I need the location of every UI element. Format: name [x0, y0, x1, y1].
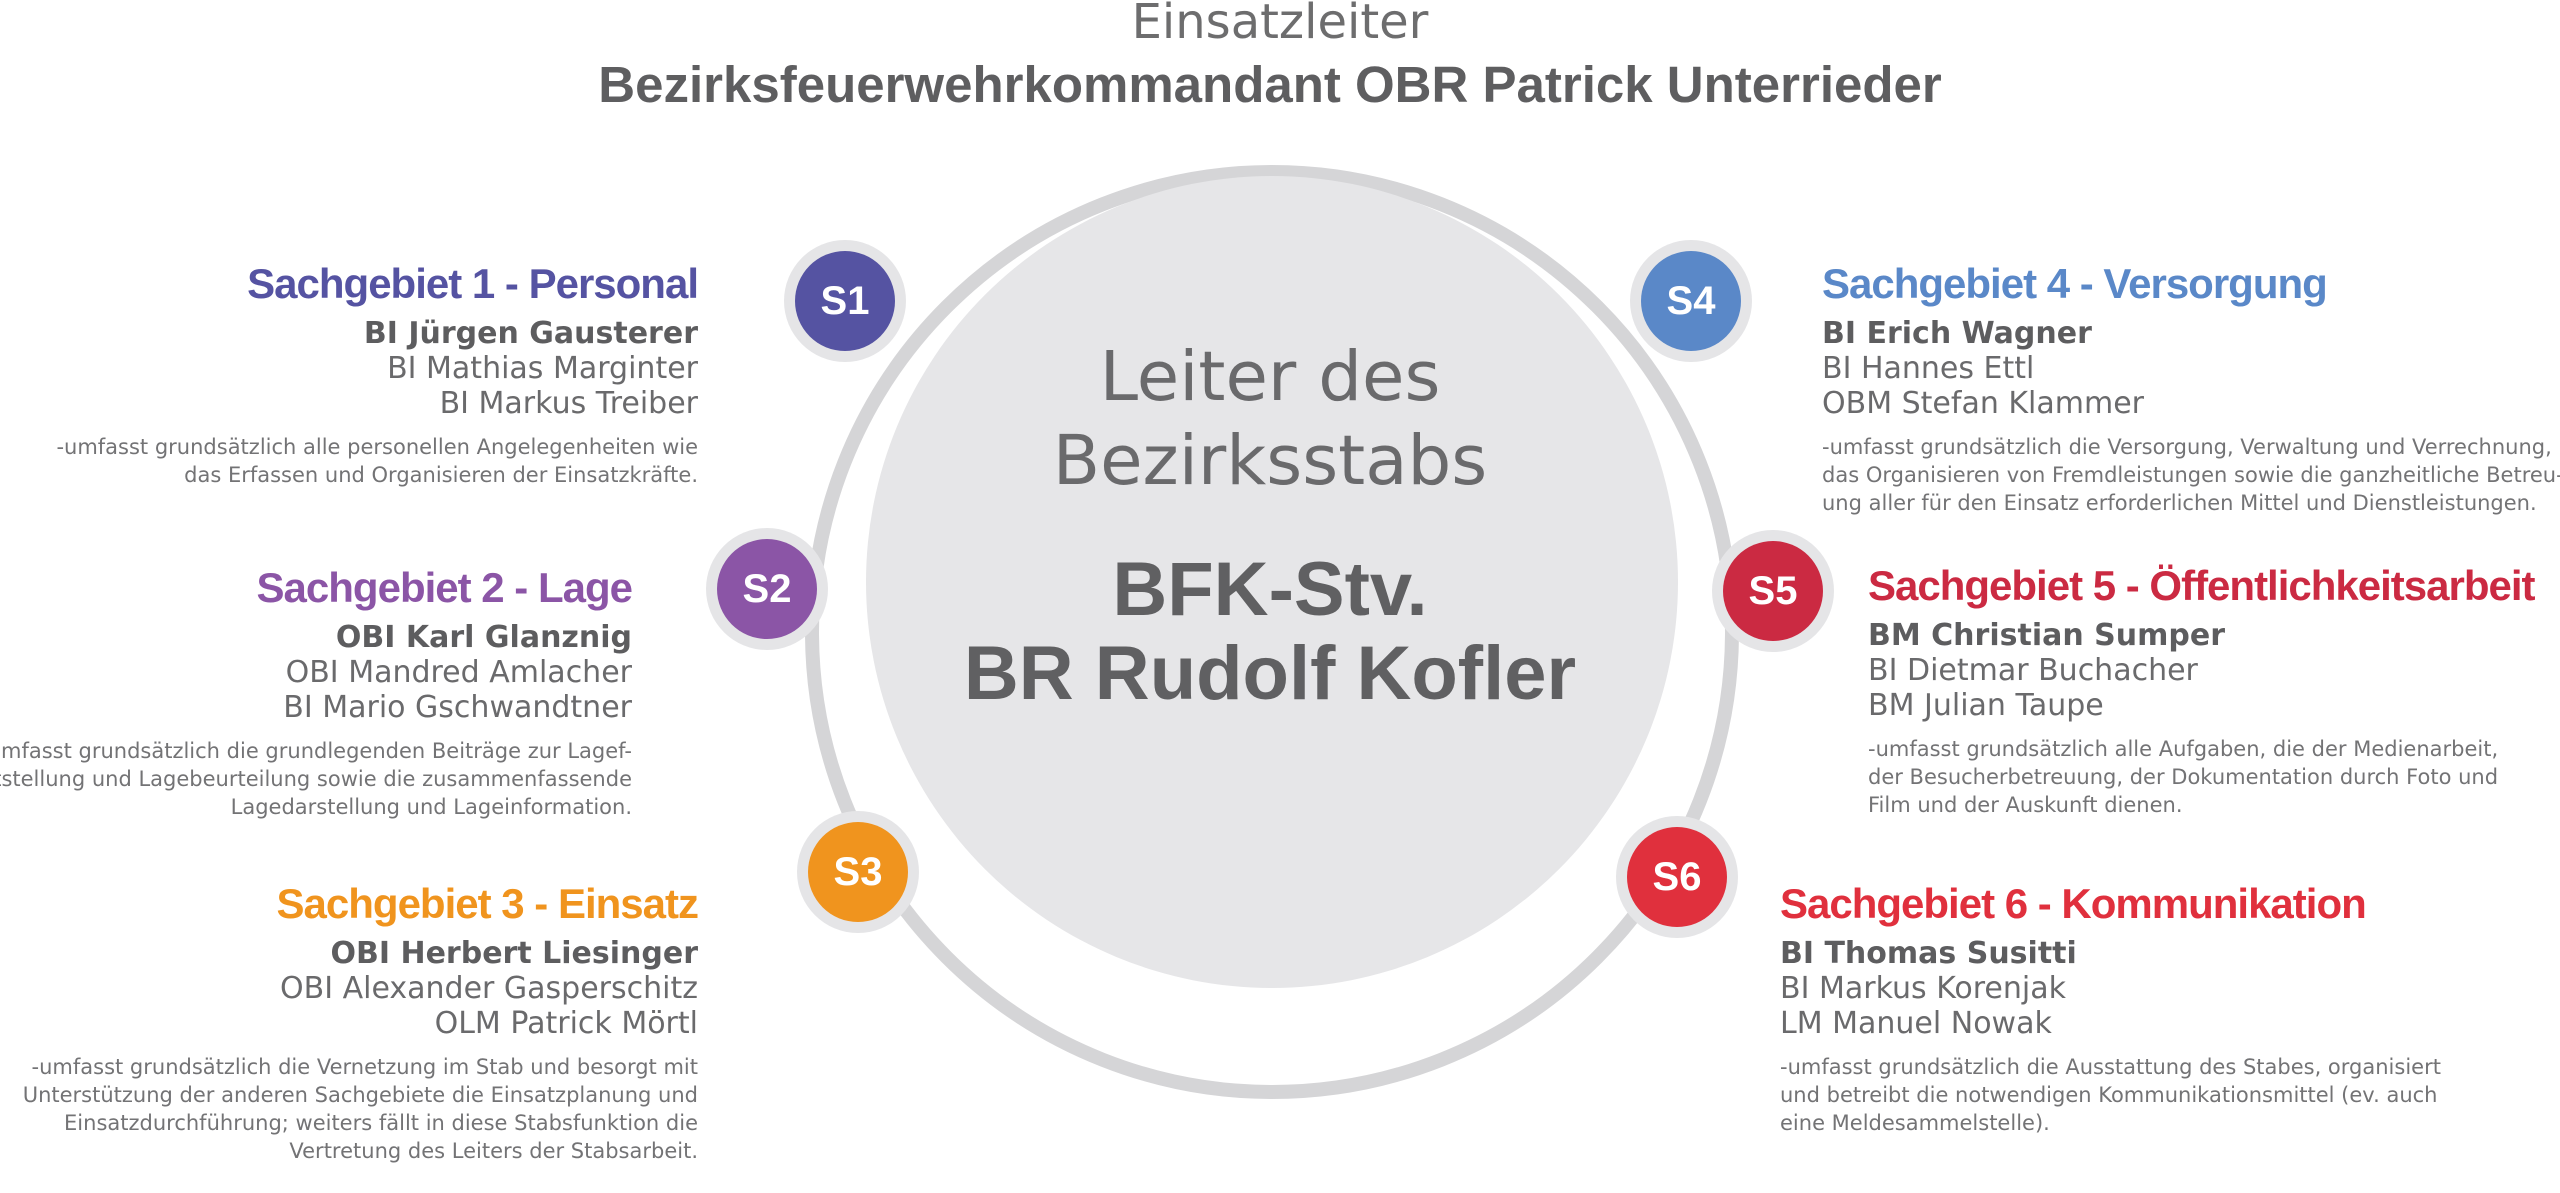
section-2: Sachgebiet 2 - Lage OBI Karl Glanznig OB… [0, 560, 633, 821]
center-lead-line-1: Leiter des [1099, 337, 1441, 417]
section-4-desc-line: ung aller für den Einsatz erforderlichen… [1822, 491, 2537, 515]
section-6-member-1: BI Markus Korenjak [1780, 971, 2066, 1006]
section-5-desc-line: Film und der Auskunft dienen. [1868, 793, 2183, 817]
badge-s2-label: S2 [717, 539, 817, 639]
section-6-title: Sachgebiet 6 - Kommunikation [1780, 880, 2367, 927]
center-disc [866, 176, 1678, 988]
badge-s1-label: S1 [795, 251, 895, 351]
badge-s6: S6 [1616, 816, 1738, 938]
section-1-description: -umfasst grundsätzlich alle personellen … [56, 433, 698, 489]
badge-s4: S4 [1630, 240, 1752, 362]
section-5-lead: BM Christian Sumper [1868, 618, 2225, 653]
badge-s3: S3 [797, 811, 919, 933]
section-1-desc-line: -umfasst grundsätzlich alle personellen … [56, 435, 698, 459]
section-4: Sachgebiet 4 - Versorgung BI Erich Wagne… [1822, 256, 2560, 517]
section-3-member-1: OBI Alexander Gasperschitz [280, 971, 698, 1006]
section-2-desc-line: eststellung und Lagebeurteilung sowie di… [0, 767, 632, 791]
section-6-lead: BI Thomas Susitti [1780, 936, 2077, 971]
section-3: Sachgebiet 3 - Einsatz OBI Herbert Liesi… [23, 876, 699, 1165]
header-title: Einsatzleiter [1131, 0, 1429, 50]
section-3-lead: OBI Herbert Liesinger [330, 936, 699, 971]
center-lead-line-2: Bezirksstabs [1052, 421, 1488, 501]
section-6-desc-line: -umfasst grundsätzlich die Ausstattung d… [1780, 1055, 2441, 1079]
section-4-description: -umfasst grundsätzlich die Versorgung, V… [1822, 433, 2560, 517]
section-3-desc-line: Einsatzdurchführung; weiters fällt in di… [64, 1111, 698, 1135]
section-3-title: Sachgebiet 3 - Einsatz [276, 880, 699, 927]
section-3-desc-line: Unterstützung der anderen Sachgebiete di… [22, 1083, 698, 1107]
section-4-title: Sachgebiet 4 - Versorgung [1822, 260, 2328, 307]
section-2-desc-line: -umfasst grundsätzlich die grundlegenden… [0, 739, 632, 763]
section-4-member-1: BI Hannes Ettl [1822, 351, 2035, 386]
section-2-desc-line: Lagedarstellung und Lageinformation. [230, 795, 632, 819]
section-6-desc-line: eine Meldesammelstelle). [1780, 1111, 2050, 1135]
section-6-desc-line: und betreibt die notwendigen Kommunikati… [1780, 1083, 2438, 1107]
header-subtitle: Bezirksfeuerwehrkommandant OBR Patrick U… [598, 56, 1942, 113]
section-2-description: -umfasst grundsätzlich die grundlegenden… [0, 737, 632, 821]
section-5-title: Sachgebiet 5 - Öffentlichkeitsarbeit [1868, 562, 2536, 609]
center-name: BFK-Stv. BR Rudolf Kofler [865, 548, 1675, 716]
center-name-line-2: BR Rudolf Kofler [963, 631, 1577, 716]
center-name-line-1: BFK-Stv. [1112, 547, 1428, 632]
section-1-desc-line: das Erfassen und Organisieren der Einsat… [184, 463, 698, 487]
section-5-desc-line: der Besucherbetreuung, der Dokumentation… [1868, 765, 2499, 789]
section-5-description: -umfasst grundsätzlich alle Aufgaben, di… [1868, 735, 2535, 819]
section-1-title: Sachgebiet 1 - Personal [247, 260, 699, 307]
section-2-lead: OBI Karl Glanznig [335, 620, 632, 655]
badge-s6-label: S6 [1627, 827, 1727, 927]
badge-s5-label: S5 [1723, 541, 1823, 641]
section-1-lead: BI Jürgen Gausterer [363, 316, 698, 351]
section-3-member-2: OLM Patrick Mörtl [434, 1006, 698, 1041]
section-5: Sachgebiet 5 - Öffentlichkeitsarbeit BM … [1868, 558, 2536, 819]
section-2-title: Sachgebiet 2 - Lage [256, 564, 633, 611]
section-4-desc-line: das Organisieren von Fremdleistungen sow… [1822, 463, 2560, 487]
section-6-description: -umfasst grundsätzlich die Ausstattung d… [1780, 1053, 2441, 1137]
section-3-desc-line: Vertretung des Leiters der Stabsarbeit. [289, 1139, 698, 1163]
section-4-lead: BI Erich Wagner [1822, 316, 2092, 351]
center-lead: Leiter des Bezirksstabs [865, 335, 1675, 503]
section-2-member-2: BI Mario Gschwandtner [283, 690, 632, 725]
section-5-member-1: BI Dietmar Buchacher [1868, 653, 2198, 688]
badge-s4-label: S4 [1641, 251, 1741, 351]
badge-s1: S1 [784, 240, 906, 362]
section-4-member-2: OBM Stefan Klammer [1822, 386, 2145, 421]
badge-s2: S2 [706, 528, 828, 650]
section-1-member-1: BI Mathias Marginter [387, 351, 698, 386]
section-3-description: -umfasst grundsätzlich die Vernetzung im… [23, 1053, 698, 1165]
section-2-member-1: OBI Mandred Amlacher [285, 655, 632, 690]
section-6-member-2: LM Manuel Nowak [1780, 1006, 2052, 1041]
section-1-member-2: BI Markus Treiber [439, 386, 698, 421]
section-6: Sachgebiet 6 - Kommunikation BI Thomas S… [1780, 876, 2441, 1137]
section-1: Sachgebiet 1 - Personal BI Jürgen Gauste… [56, 256, 699, 489]
section-3-desc-line: -umfasst grundsätzlich die Vernetzung im… [31, 1055, 698, 1079]
badge-s3-label: S3 [808, 822, 908, 922]
section-5-desc-line: -umfasst grundsätzlich alle Aufgaben, di… [1868, 737, 2499, 761]
badge-s5: S5 [1712, 530, 1834, 652]
section-5-member-2: BM Julian Taupe [1868, 688, 2104, 723]
section-4-desc-line: -umfasst grundsätzlich die Versorgung, V… [1822, 435, 2552, 459]
